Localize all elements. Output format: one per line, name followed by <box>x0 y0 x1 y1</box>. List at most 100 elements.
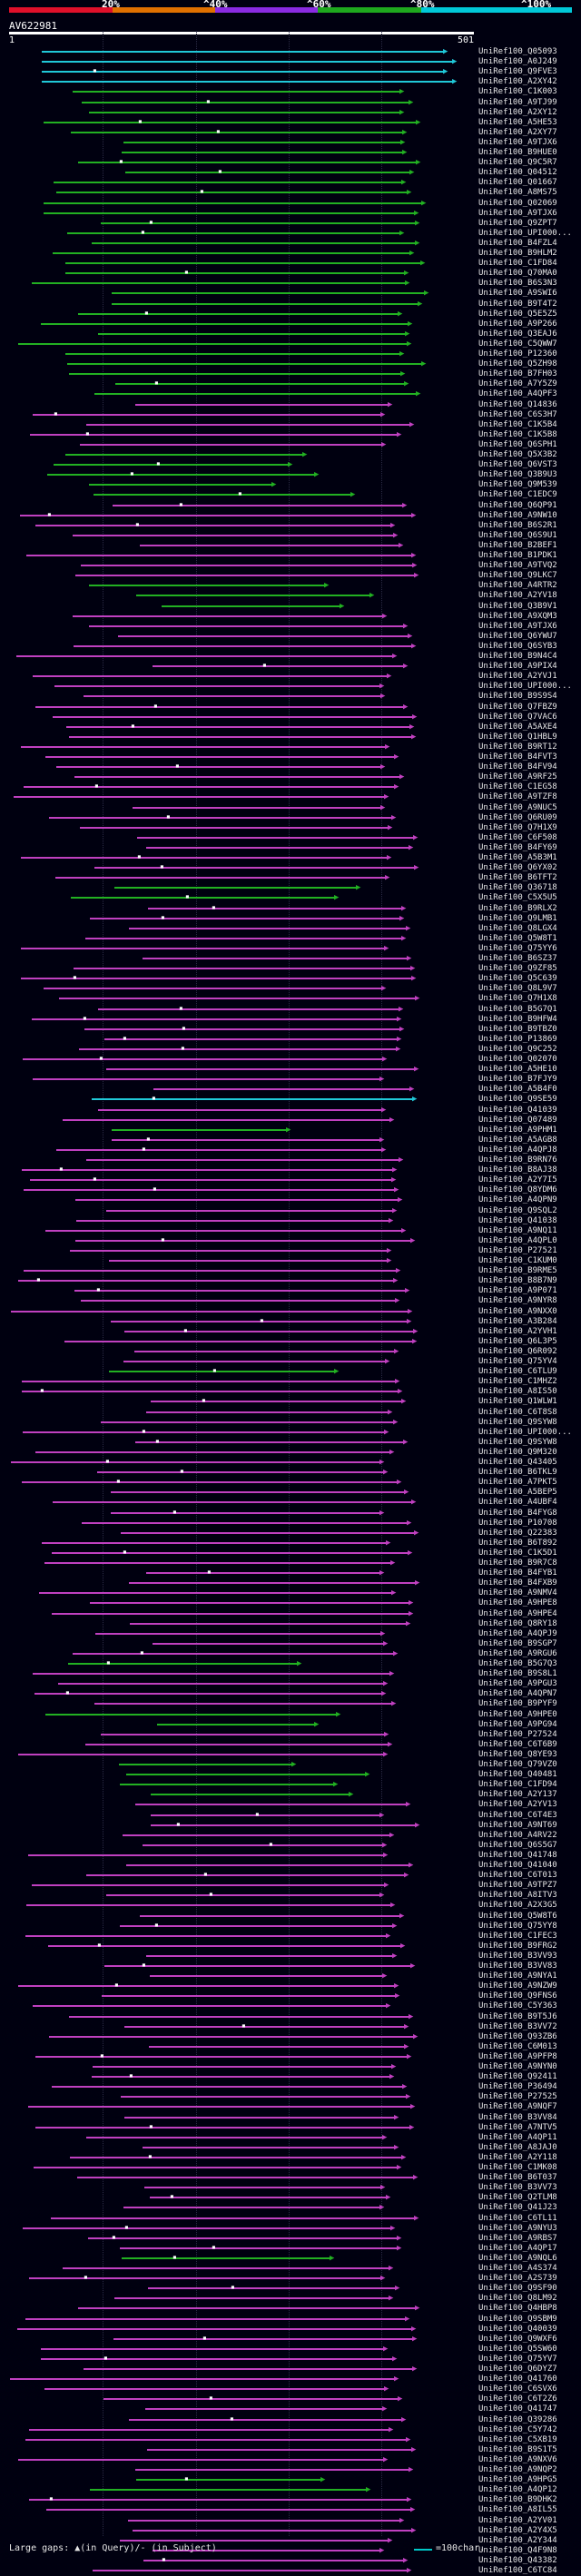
hit-bar[interactable] <box>113 504 404 506</box>
hit-row[interactable]: ▶ ▪ UniRef100_A9TJ99 <box>0 97 581 108</box>
hit-bar[interactable] <box>65 454 304 456</box>
hit-label[interactable]: UniRef100_B7FH03 <box>478 369 557 379</box>
hit-bar[interactable] <box>121 2096 408 2099</box>
hit-label[interactable]: UniRef100_A4RV22 <box>478 1830 557 1840</box>
hit-label[interactable]: UniRef100_A9HPE4 <box>478 1608 557 1618</box>
hit-row[interactable]: ▶ UniRef100_Q5SW60 <box>0 2345 581 2355</box>
hit-bar[interactable] <box>45 756 396 758</box>
hit-label[interactable]: UniRef100_Q9SE59 <box>478 1095 557 1105</box>
hit-label[interactable]: UniRef100_C1MK08 <box>478 2163 557 2172</box>
hit-bar[interactable] <box>111 1511 381 1514</box>
hit-label[interactable]: UniRef100_A5HE53 <box>478 117 557 127</box>
hit-bar[interactable] <box>71 897 336 900</box>
hit-bar[interactable] <box>25 1934 388 1937</box>
hit-row[interactable]: ▶ ▪ UniRef100_C1EDC9 <box>0 490 581 500</box>
hit-bar[interactable] <box>94 393 418 396</box>
hit-row[interactable]: ▶ ▪ UniRef100_A5AXE4 <box>0 722 581 732</box>
hit-row[interactable]: ▶ UniRef100_Q36718 <box>0 883 581 893</box>
hit-row[interactable]: ▶ UniRef100_A2XY42 <box>0 77 581 87</box>
hit-row[interactable]: ▶ UniRef100_C1K003 <box>0 87 581 97</box>
hit-row[interactable]: ▶ UniRef100_C1MHZ2 <box>0 1377 581 1387</box>
hit-label[interactable]: UniRef100_UPI000... <box>478 228 572 238</box>
hit-label[interactable]: UniRef100_A9NYR8 <box>478 1296 557 1306</box>
hit-row[interactable]: ▶ UniRef100_A8JAJ0 <box>0 2143 581 2153</box>
hit-bar[interactable] <box>106 1894 381 1897</box>
hit-label[interactable]: UniRef100_Q93ZB6 <box>478 2031 557 2041</box>
hit-bar[interactable] <box>35 524 392 526</box>
hit-label[interactable]: UniRef100_Q3EAJ6 <box>478 329 557 339</box>
hit-bar[interactable] <box>49 816 393 819</box>
hit-label[interactable]: UniRef100_C1FD94 <box>478 1780 557 1790</box>
hit-bar[interactable] <box>95 1632 382 1635</box>
hit-row[interactable]: ▶ UniRef100_C5XB19 <box>0 2435 581 2445</box>
hit-row[interactable]: ▶ UniRef100_B6T892 <box>0 1539 581 1549</box>
hit-row[interactable]: ▶ UniRef100_Q9FNS6 <box>0 1991 581 2001</box>
hit-row[interactable]: ▶ UniRef100_C1K5B4 <box>0 420 581 430</box>
hit-bar[interactable] <box>52 1612 410 1615</box>
hit-row[interactable]: ▶ ▪ UniRef100_Q6QP91 <box>0 500 581 511</box>
hit-row[interactable]: ▶ ▪ UniRef100_B4FV94 <box>0 762 581 772</box>
hit-row[interactable]: ▶ ▪ UniRef100_A9RGU6 <box>0 1648 581 1659</box>
hit-bar[interactable] <box>35 705 405 708</box>
hit-bar[interactable] <box>55 877 387 880</box>
hit-label[interactable]: UniRef100_B4FZL4 <box>478 238 557 248</box>
hit-bar[interactable] <box>81 565 414 567</box>
hit-row[interactable]: ▶ ▪ UniRef100_A9NYU3 <box>0 2223 581 2234</box>
hit-label[interactable]: UniRef100_A5AXE4 <box>478 722 557 732</box>
hit-row[interactable]: ▶ UniRef100_A2X3G5 <box>0 1901 581 1911</box>
hit-label[interactable]: UniRef100_B6T892 <box>478 1538 557 1548</box>
hit-row[interactable]: ▶ UniRef100_Q7H1X8 <box>0 994 581 1004</box>
hit-label[interactable]: UniRef100_B9RT12 <box>478 742 557 752</box>
hit-row[interactable]: ▶ ▪ UniRef100_B8AJ38 <box>0 1165 581 1175</box>
hit-label[interactable]: UniRef100_Q01667 <box>478 178 557 188</box>
hit-label[interactable]: UniRef100_A9PHM1 <box>478 1125 557 1135</box>
hit-row[interactable]: ▶ UniRef100_Q41J23 <box>0 2203 581 2213</box>
hit-bar[interactable] <box>29 2499 409 2502</box>
hit-bar[interactable] <box>23 1058 384 1060</box>
hit-label[interactable]: UniRef100_P12360 <box>478 349 557 359</box>
hit-label[interactable]: UniRef100_Q9M539 <box>478 480 557 490</box>
hit-row[interactable]: ▶ ▪ UniRef100_A7NTV5 <box>0 2122 581 2133</box>
hit-bar[interactable] <box>67 231 401 234</box>
hit-bar[interactable] <box>34 1693 383 1696</box>
hit-row[interactable]: ▶ ▪ UniRef100_B3VV83 <box>0 1961 581 1971</box>
hit-row[interactable]: ▶ UniRef100_Q9SBM9 <box>0 2315 581 2325</box>
hit-label[interactable]: UniRef100_C6SVX6 <box>478 2384 557 2394</box>
hit-row[interactable]: ▶ ▪ UniRef100_C6TLU9 <box>0 1367 581 1377</box>
hit-bar[interactable] <box>90 1602 410 1605</box>
hit-row[interactable]: ▶ UniRef100_Q6R092 <box>0 1347 581 1357</box>
hit-row[interactable]: ▶ UniRef100_B6SZ37 <box>0 954 581 964</box>
hit-bar[interactable] <box>49 2035 415 2038</box>
hit-row[interactable]: ▶ ▪ UniRef100_C6S3H7 <box>0 409 581 420</box>
hit-bar[interactable] <box>92 241 417 244</box>
hit-bar[interactable] <box>52 1551 409 1554</box>
hit-row[interactable]: ▶ UniRef100_C1KUM0 <box>0 1256 581 1266</box>
hit-bar[interactable] <box>135 403 389 406</box>
hit-label[interactable]: UniRef100_B9RME5 <box>478 1266 557 1276</box>
hit-bar[interactable] <box>144 2187 382 2189</box>
hit-bar[interactable] <box>145 2408 384 2411</box>
hit-bar[interactable] <box>94 867 416 870</box>
hit-row[interactable]: ▶ UniRef100_C1FD94 <box>0 1780 581 1790</box>
hit-row[interactable]: ▶ UniRef100_P12360 <box>0 349 581 359</box>
hit-label[interactable]: UniRef100_A2XY42 <box>478 77 557 87</box>
hit-label[interactable]: UniRef100_A7NTV5 <box>478 2122 557 2132</box>
hit-label[interactable]: UniRef100_A2YV18 <box>478 591 557 601</box>
hit-row[interactable]: ▶ UniRef100_Q6SPH1 <box>0 440 581 450</box>
hit-row[interactable]: ▶ UniRef100_A9NXV6 <box>0 2455 581 2465</box>
hit-label[interactable]: UniRef100_C6T2Z6 <box>478 2394 557 2404</box>
hit-bar[interactable] <box>112 302 419 305</box>
hit-bar[interactable] <box>88 2237 399 2239</box>
hit-row[interactable]: ▶ UniRef100_A9PG94 <box>0 1720 581 1730</box>
hit-label[interactable]: UniRef100_A9NQF7 <box>478 2102 557 2112</box>
hit-bar[interactable] <box>63 1118 391 1121</box>
hit-bar[interactable] <box>135 1804 408 1806</box>
hit-row[interactable]: ▶ ▪ UniRef100_Q9SYW8 <box>0 1437 581 1448</box>
hit-row[interactable]: ▶ UniRef100_P27521 <box>0 1246 581 1256</box>
hit-label[interactable]: UniRef100_Q5C639 <box>478 974 557 984</box>
hit-bar[interactable] <box>73 1652 395 1655</box>
hit-row[interactable]: ▶ UniRef100_A9SWI6 <box>0 289 581 299</box>
hit-bar[interactable] <box>30 1179 393 1182</box>
hit-bar[interactable] <box>56 192 409 194</box>
hit-row[interactable]: ▶ UniRef100_Q9SQL2 <box>0 1206 581 1216</box>
